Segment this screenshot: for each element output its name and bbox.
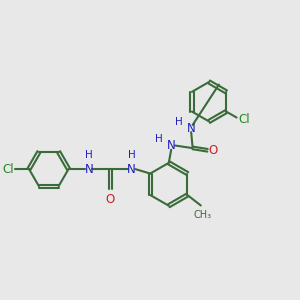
Text: N: N	[167, 139, 176, 152]
Text: N: N	[84, 163, 93, 176]
Text: Cl: Cl	[2, 163, 14, 176]
Text: H: H	[85, 150, 93, 160]
Text: O: O	[106, 193, 115, 206]
Text: H: H	[155, 134, 163, 144]
Text: O: O	[208, 144, 218, 157]
Text: CH₃: CH₃	[193, 210, 212, 220]
Text: H: H	[175, 117, 183, 127]
Text: H: H	[128, 150, 136, 160]
Text: N: N	[128, 163, 136, 176]
Text: Cl: Cl	[239, 112, 250, 125]
Text: N: N	[187, 122, 196, 135]
